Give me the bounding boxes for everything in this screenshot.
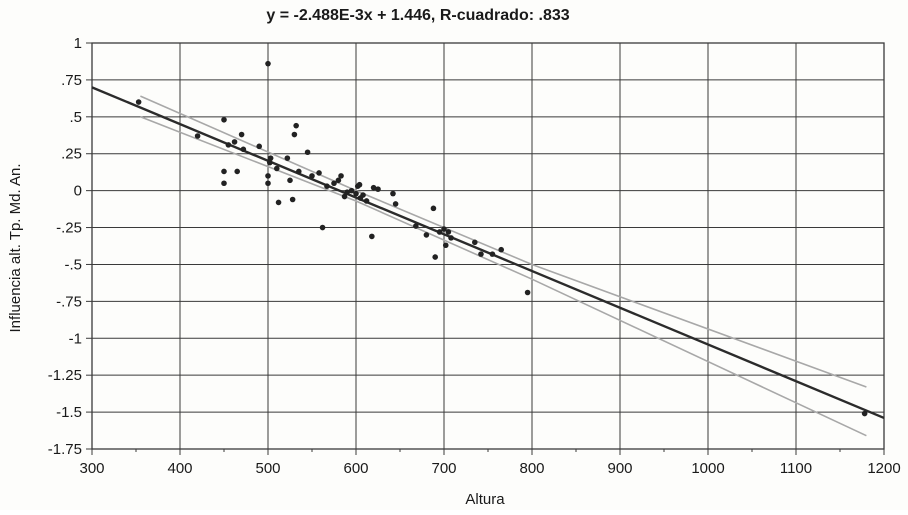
data-point xyxy=(498,246,505,253)
data-point xyxy=(289,196,296,203)
data-point xyxy=(472,239,478,246)
data-point xyxy=(445,229,452,235)
data-point xyxy=(392,201,399,207)
data-point xyxy=(275,199,282,206)
x-tick-label: 400 xyxy=(167,460,192,477)
x-axis-label: Altura xyxy=(465,491,505,508)
data-point xyxy=(234,168,240,175)
y-tick-label: 1 xyxy=(74,35,82,52)
tick-labels: 300 400 500 600 700 800 900 1000 1100 1200 1 .75 .5.… xyxy=(48,35,901,477)
data-point xyxy=(430,205,437,212)
data-point xyxy=(240,146,247,153)
data-point xyxy=(369,233,375,240)
data-point xyxy=(293,122,299,129)
data-point xyxy=(225,142,232,148)
data-point xyxy=(265,173,271,179)
data-point xyxy=(221,168,227,175)
data-point xyxy=(338,173,344,179)
y-tick-label: -.25 xyxy=(56,220,82,237)
x-tick-label: 300 xyxy=(79,460,104,477)
data-point xyxy=(319,224,326,231)
data-point xyxy=(267,155,274,161)
y-tick-label: -1.25 xyxy=(48,367,82,384)
data-point xyxy=(274,165,280,172)
data-point xyxy=(284,155,291,161)
data-points xyxy=(135,60,868,417)
data-point xyxy=(324,183,330,190)
x-tick-label: 1100 xyxy=(780,460,812,477)
x-tick-label: 500 xyxy=(255,460,280,477)
data-point xyxy=(861,410,868,417)
data-point xyxy=(291,131,298,138)
y-tick-label: -1 xyxy=(69,330,82,347)
y-tick-label: .25 xyxy=(61,146,82,163)
data-point xyxy=(221,180,227,187)
data-point xyxy=(309,173,315,179)
x-tick-label: 1200 xyxy=(867,460,900,477)
data-point xyxy=(316,170,322,176)
data-point xyxy=(265,60,271,67)
data-point xyxy=(296,168,302,175)
y-tick-label: -.5 xyxy=(64,256,82,273)
data-point xyxy=(448,235,454,241)
y-tick-label: .75 xyxy=(61,72,82,89)
y-tick-label: .5 xyxy=(69,109,82,126)
y-tick-label: -1.75 xyxy=(48,441,82,458)
data-point xyxy=(266,159,273,166)
data-point xyxy=(353,190,359,197)
data-point xyxy=(423,232,430,238)
data-point xyxy=(436,229,443,235)
data-point xyxy=(432,254,439,260)
y-tick-label: -1.5 xyxy=(56,404,82,421)
y-tick-label: -.75 xyxy=(56,293,82,310)
data-point xyxy=(413,223,419,229)
x-tick-label: 600 xyxy=(343,460,368,477)
chart-title: y = -2.488E-3x + 1.446, R-cuadrado: .833 xyxy=(266,7,569,24)
data-point xyxy=(231,139,238,145)
data-point xyxy=(441,226,447,232)
data-point xyxy=(344,189,351,195)
confidence-band-lower xyxy=(140,116,867,437)
data-point xyxy=(524,289,531,296)
data-point xyxy=(135,99,142,105)
data-point xyxy=(265,180,271,187)
data-point xyxy=(287,177,293,184)
confidence-band xyxy=(140,95,867,437)
x-tick-label: 800 xyxy=(519,460,544,477)
data-point xyxy=(390,190,396,197)
data-point xyxy=(363,198,370,204)
data-point xyxy=(256,143,263,150)
x-tick-label: 1000 xyxy=(691,460,724,477)
y-tick-label: 0 xyxy=(74,183,82,200)
data-point xyxy=(356,181,363,188)
data-point xyxy=(478,251,484,257)
regression-line-group xyxy=(91,86,885,420)
data-point xyxy=(370,184,377,191)
regression-line xyxy=(91,86,885,420)
data-point xyxy=(489,251,496,257)
data-point xyxy=(360,192,366,198)
data-point xyxy=(375,186,381,192)
data-point xyxy=(341,193,348,200)
grid-lines xyxy=(86,42,885,455)
data-point xyxy=(348,187,355,194)
y-axis-label: Influencia alt. Tp. Md. An. xyxy=(7,164,24,333)
confidence-band-upper xyxy=(140,95,867,388)
x-tick-label: 700 xyxy=(431,460,456,477)
data-point xyxy=(331,180,337,187)
data-point xyxy=(335,177,342,184)
data-point xyxy=(194,133,201,139)
x-tick-label: 900 xyxy=(607,460,632,477)
data-point xyxy=(238,131,245,138)
data-point xyxy=(442,242,449,249)
data-point xyxy=(221,116,227,123)
data-point xyxy=(304,149,311,156)
